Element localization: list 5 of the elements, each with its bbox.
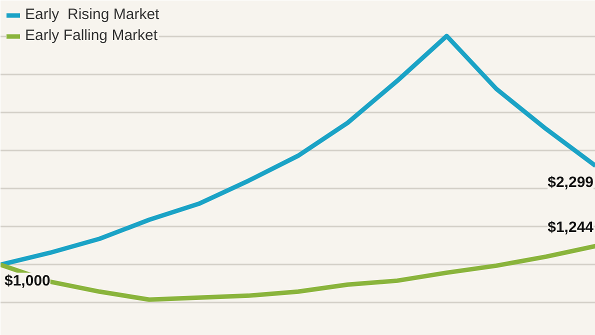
legend-label: Early Falling Market xyxy=(25,27,158,44)
data-label: $2,299 xyxy=(548,174,594,191)
data-label: $1,244 xyxy=(548,219,594,236)
legend-label: Early Rising Market xyxy=(25,6,160,23)
data-label: $1,000 xyxy=(4,272,50,290)
